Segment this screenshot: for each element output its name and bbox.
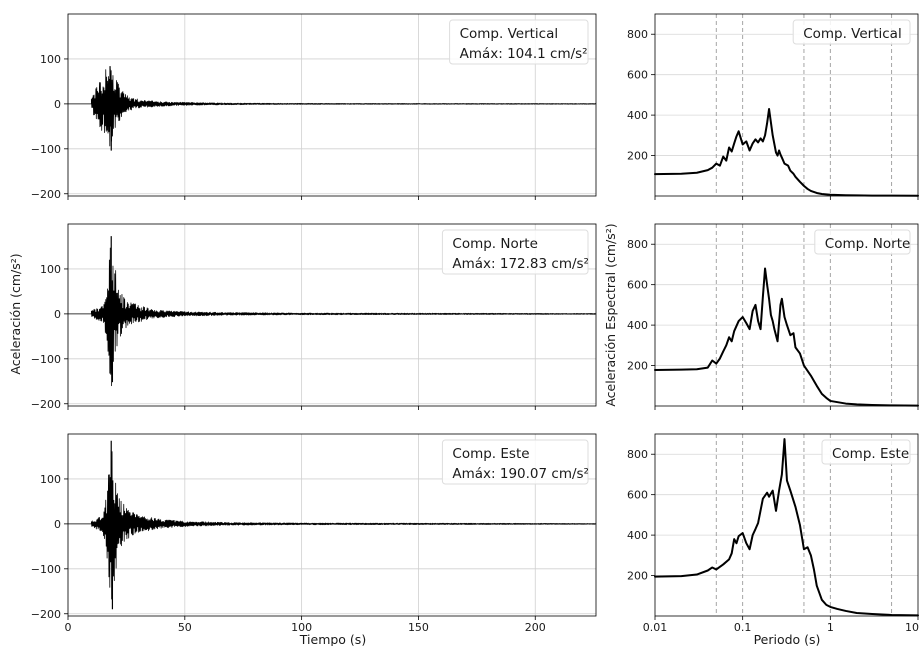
spectrum-panel-3: 200 400 600 800 0.01 0.1 1 10 Comp. Este: [627, 433, 919, 634]
y-tick-label: 800: [627, 448, 648, 461]
legend: Comp. Vertical Amáx: 104.1 cm/s²: [449, 19, 589, 65]
legend-peak: Amáx: 172.83 cm/s²: [452, 256, 589, 272]
legend-title: Comp. Vertical: [460, 26, 559, 42]
time-history-panel-1: −200 −100 0 100 Comp. Vertical Amáx: 104.1 cm…: [31, 13, 597, 201]
x-tick-label: 10: [905, 621, 919, 634]
y-tick-label: −100: [31, 353, 61, 366]
spectrum-line: [654, 438, 919, 617]
x-tick-label: 150: [408, 621, 429, 634]
legend: Comp. Este: [821, 439, 911, 465]
y-tick-label: 200: [627, 570, 648, 583]
y-tick-label: 0: [54, 308, 61, 321]
y-tick-label: 0: [54, 518, 61, 531]
legend: Comp. Este Amáx: 190.07 cm/s²: [441, 439, 589, 485]
y-tick-label: −200: [31, 398, 61, 411]
x-tick-label: 1: [827, 621, 834, 634]
y-tick-label: 400: [627, 109, 648, 122]
y-tick-label: 600: [627, 69, 648, 82]
legend-frame: [441, 439, 589, 485]
y-tick-label: −100: [31, 563, 61, 576]
legend: Comp. Vertical: [792, 19, 911, 45]
y-tick-label: 100: [40, 53, 61, 66]
x-tick-label: 0: [65, 621, 72, 634]
legend-frame: [821, 439, 911, 465]
right-x-axis-label: Periodo (s): [754, 632, 821, 646]
x-tick-label: 0.01: [643, 621, 668, 634]
axes-frame: [654, 13, 919, 197]
x-tick-label: 50: [178, 621, 192, 634]
y-tick-label: −200: [31, 188, 61, 201]
y-tick-label: 100: [40, 473, 61, 486]
y-tick-label: 400: [627, 319, 648, 332]
y-tick-label: 400: [627, 529, 648, 542]
spectrum-line: [654, 267, 919, 407]
axes-frame: [67, 223, 597, 407]
legend-frame: [814, 229, 911, 255]
left-x-axis-label: Tiempo (s): [299, 632, 366, 646]
y-tick-label: 0: [54, 98, 61, 111]
legend-title: Comp. Vertical: [803, 26, 902, 42]
time-history-panel-2: −200 −100 0 100 Comp. Norte Amáx: 172.83 cm/s…: [31, 223, 597, 411]
y-tick-label: 600: [627, 489, 648, 502]
legend-title: Comp. Norte: [452, 236, 538, 252]
y-tick-label: 800: [627, 28, 648, 41]
legend-peak: Amáx: 190.07 cm/s²: [452, 466, 589, 482]
spectrum-panel-1: 200 400 600 800 Comp. Vertical: [627, 13, 919, 200]
axes-frame: [67, 433, 597, 617]
y-tick-label: 800: [627, 238, 648, 251]
legend-peak: Amáx: 104.1 cm/s²: [460, 46, 588, 62]
x-tick-label: 100: [291, 621, 312, 634]
legend-title: Comp. Este: [452, 446, 529, 462]
y-tick-label: 100: [40, 263, 61, 276]
acceleration-trace: [68, 247, 597, 387]
y-tick-label: −200: [31, 608, 61, 621]
x-tick-label: 0.1: [734, 621, 752, 634]
time-history-panel-3: −200 −100 0 100 0 50 100 150 200 Comp. Este Amáx: …: [31, 433, 597, 634]
axes-frame: [67, 13, 597, 197]
legend-title: Comp. Este: [832, 446, 909, 462]
right-y-axis-label: Aceleración Espectral (cm/s²): [603, 223, 618, 406]
legend-title: Comp. Norte: [825, 236, 911, 252]
legend-frame: [449, 19, 589, 65]
y-tick-label: 200: [627, 150, 648, 163]
spectrum-panel-2: 200 400 600 800 Comp. Norte: [627, 223, 919, 410]
legend: Comp. Norte: [814, 229, 911, 255]
acceleration-trace: [68, 449, 597, 600]
legend-frame: [441, 229, 589, 275]
y-tick-label: 200: [627, 360, 648, 373]
y-tick-label: −100: [31, 143, 61, 156]
legend-frame: [792, 19, 911, 45]
left-y-axis-label: Aceleración (cm/s²): [8, 253, 23, 374]
y-tick-label: 600: [627, 279, 648, 292]
acceleration-trace: [68, 68, 597, 147]
x-tick-label: 200: [525, 621, 546, 634]
legend: Comp. Norte Amáx: 172.83 cm/s²: [441, 229, 589, 275]
axes-frame: [654, 433, 919, 617]
spectrum-line: [654, 108, 919, 197]
axes-frame: [654, 223, 919, 407]
